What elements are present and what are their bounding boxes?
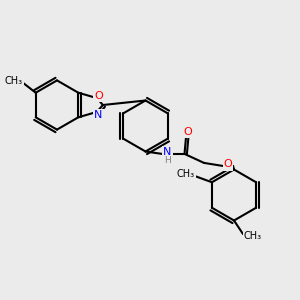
Text: CH₃: CH₃ [177, 169, 195, 179]
Text: N: N [94, 110, 103, 120]
Text: O: O [94, 91, 103, 101]
Text: N: N [163, 147, 172, 158]
Text: H: H [164, 156, 171, 165]
Text: O: O [224, 159, 232, 170]
Text: CH₃: CH₃ [5, 76, 23, 86]
Text: O: O [183, 127, 192, 137]
Text: CH₃: CH₃ [244, 231, 262, 242]
